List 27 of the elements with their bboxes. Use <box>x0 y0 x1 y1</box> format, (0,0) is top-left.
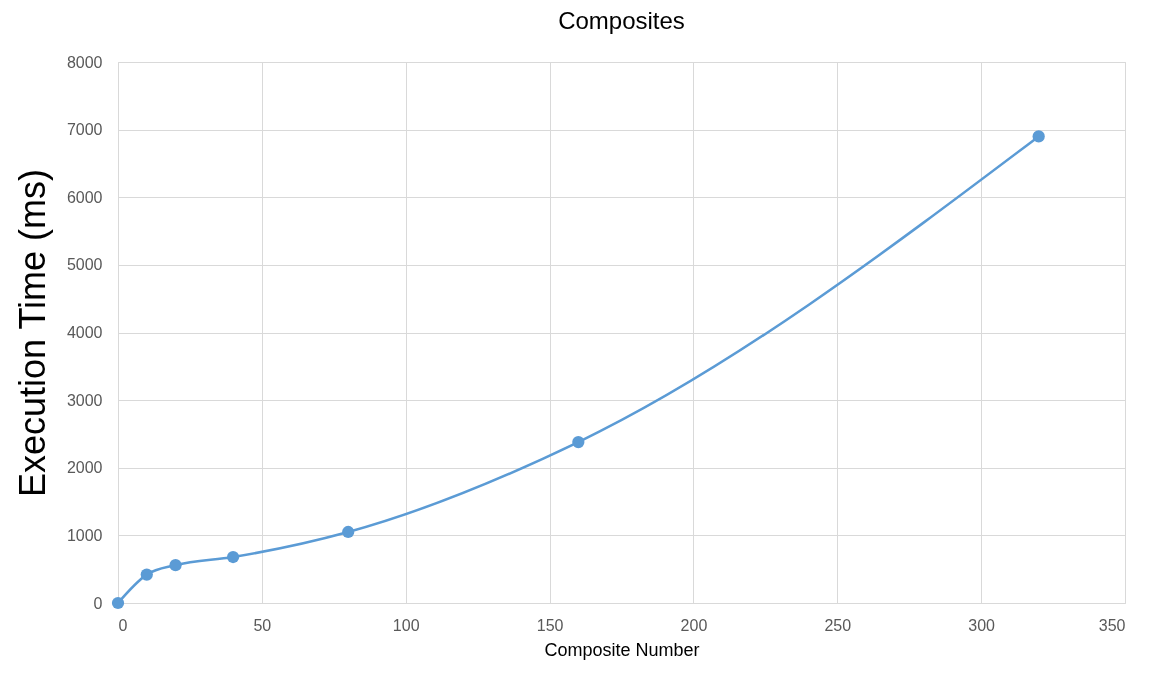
y-tick-label: 0 <box>93 594 103 612</box>
point <box>342 525 355 539</box>
x-tick-label: 350 <box>1098 616 1126 634</box>
point <box>572 435 585 449</box>
y-tick-label: 5000 <box>66 256 103 274</box>
y-tick-label: 7000 <box>66 121 103 139</box>
x-tick-label: 150 <box>536 616 564 634</box>
point <box>226 550 240 564</box>
x-tick-label: 100 <box>392 616 420 634</box>
x-tick-label: 250 <box>824 616 852 634</box>
x-tick-label: 300 <box>968 616 996 634</box>
point <box>140 568 153 581</box>
point <box>111 596 125 610</box>
y-tick-label: 6000 <box>66 188 103 206</box>
y-tick-label: 8000 <box>66 53 103 71</box>
x-axis-title: Composite Number <box>544 639 700 660</box>
y-tick-label: 4000 <box>66 324 103 341</box>
y-tick-label: 1000 <box>66 526 103 544</box>
x-tick-label: 50 <box>253 616 272 634</box>
point <box>1032 130 1045 143</box>
y-tick-label: 2000 <box>66 459 103 477</box>
x-tick-label: 0 <box>118 616 128 634</box>
x-tick-label: 200 <box>680 616 708 634</box>
y-tick-label: 3000 <box>66 391 103 409</box>
y-axis-title: Execution Time (ms) <box>11 168 53 498</box>
chart-title: Composites <box>558 7 685 34</box>
point <box>169 559 182 572</box>
